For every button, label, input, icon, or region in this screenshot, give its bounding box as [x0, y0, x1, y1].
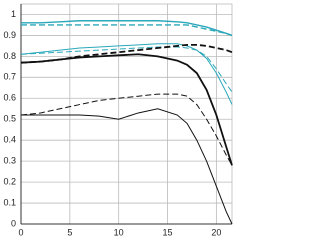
y-tick-label: 0.3 [3, 156, 16, 166]
series-line [20, 46, 233, 93]
chart: 00.10.20.30.40.50.60.70.80.910 5 10 15 20 [3, 3, 233, 237]
x-tick-label: 10 [114, 227, 124, 237]
y-tick-label: 0 [11, 218, 16, 228]
series-line [21, 24, 233, 37]
y-tick-label: 0.4 [3, 135, 16, 145]
series-line [20, 43, 233, 64]
y-tick-label: 0.2 [3, 176, 16, 186]
y-tick-label: 0.8 [3, 51, 16, 61]
y-tick-label: 0.9 [3, 30, 16, 40]
series-line [21, 108, 233, 225]
x-tick-label: 20 [211, 227, 221, 237]
y-tick-label: 0.1 [3, 197, 16, 207]
y-tick-label: 0.7 [3, 72, 16, 82]
x-tick-label: 15 [163, 227, 173, 237]
series-line [21, 20, 233, 37]
y-tick-label: 0.5 [3, 114, 16, 124]
y-tick-label: 0.6 [3, 93, 16, 103]
y-tick-label: 1 [11, 9, 16, 19]
x-tick-label: 5 [67, 227, 72, 237]
series-line [20, 43, 233, 105]
series-line [20, 93, 233, 166]
plot-area [20, 3, 233, 225]
x-tick-label: 0 [18, 227, 23, 237]
